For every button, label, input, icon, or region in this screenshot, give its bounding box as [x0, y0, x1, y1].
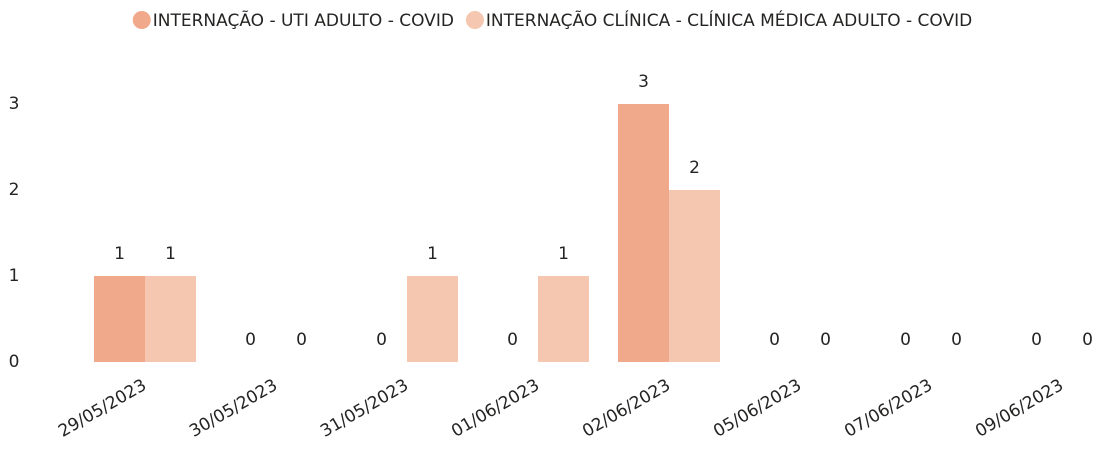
- data-label: 0: [376, 330, 387, 350]
- y-tick-label: 0: [9, 352, 20, 372]
- legend-label: INTERNAÇÃO - UTI ADULTO - COVID: [153, 9, 454, 31]
- bar: [669, 190, 720, 362]
- data-label: 0: [507, 330, 518, 350]
- legend-label: INTERNAÇÃO CLÍNICA - CLÍNICA MÉDICA ADUL…: [486, 9, 972, 31]
- data-label: 3: [638, 72, 649, 92]
- bar: [145, 276, 196, 362]
- legend-marker: [465, 11, 484, 29]
- y-tick-label: 1: [9, 266, 20, 286]
- data-label: 0: [245, 330, 256, 350]
- bar: [618, 104, 669, 362]
- bar: [538, 276, 589, 362]
- data-label: 1: [114, 244, 125, 264]
- data-label: 0: [296, 330, 307, 350]
- data-label: 0: [820, 330, 831, 350]
- data-label: 0: [900, 330, 911, 350]
- data-label: 0: [951, 330, 962, 350]
- data-label: 0: [1082, 330, 1093, 350]
- x-tick-label: 09/06/2023: [972, 375, 1067, 441]
- data-label: 0: [1031, 330, 1042, 350]
- data-label: 1: [427, 244, 438, 264]
- x-tick-label: 05/06/2023: [710, 375, 805, 441]
- x-tick-label: 29/05/2023: [55, 375, 150, 441]
- x-tick-label: 02/06/2023: [579, 375, 674, 441]
- y-tick-label: 2: [9, 180, 20, 200]
- bar: [94, 276, 145, 362]
- y-tick-label: 3: [9, 94, 20, 114]
- data-label: 0: [769, 330, 780, 350]
- legend-marker: [132, 11, 151, 29]
- bar: [407, 276, 458, 362]
- data-label: 1: [165, 244, 176, 264]
- x-tick-label: 30/05/2023: [186, 375, 281, 441]
- data-label: 2: [689, 158, 700, 178]
- data-label: 1: [558, 244, 569, 264]
- x-tick-label: 01/06/2023: [448, 375, 543, 441]
- x-tick-label: 07/06/2023: [841, 375, 936, 441]
- x-tick-label: 31/05/2023: [317, 375, 412, 441]
